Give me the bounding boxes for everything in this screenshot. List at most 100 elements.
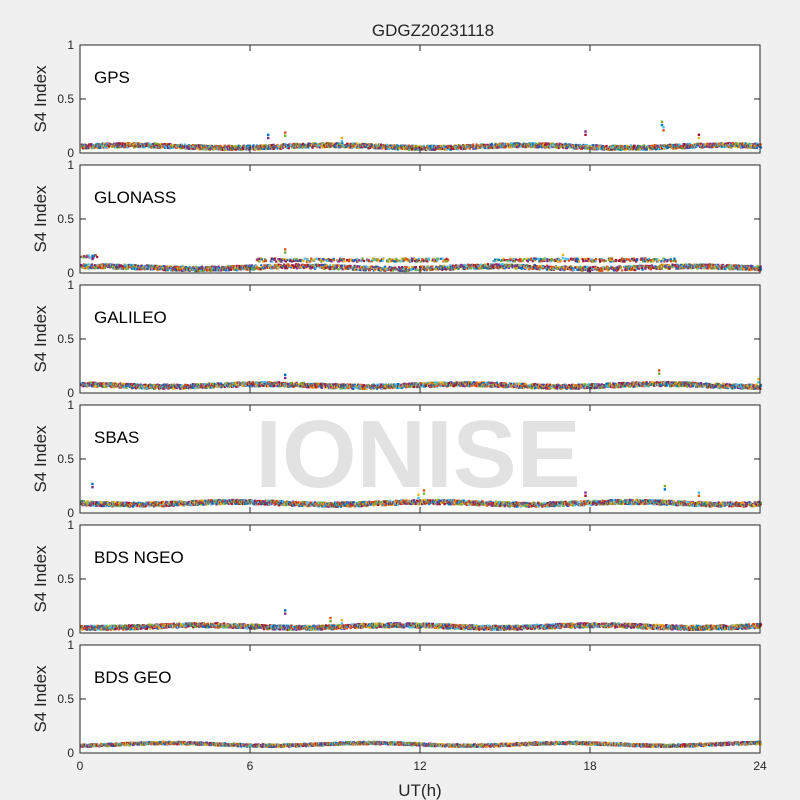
data-point	[178, 146, 181, 150]
data-point	[317, 143, 321, 146]
data-point	[622, 258, 625, 261]
data-point	[584, 265, 587, 268]
data-point	[382, 147, 385, 150]
data-point	[92, 256, 95, 259]
data-point	[358, 146, 361, 149]
data-point	[689, 144, 692, 147]
data-point	[497, 258, 501, 261]
data-point	[485, 143, 488, 146]
data-point	[361, 146, 364, 149]
data-point	[150, 145, 153, 149]
data-point	[132, 142, 135, 145]
data-point	[591, 148, 594, 151]
data-point	[129, 142, 132, 145]
data-point	[178, 143, 181, 147]
data-point	[510, 146, 513, 149]
data-point	[365, 146, 368, 149]
data-point	[654, 265, 657, 268]
data-point	[223, 144, 226, 147]
data-point	[83, 145, 86, 148]
data-point	[540, 146, 543, 149]
data-point	[322, 258, 325, 261]
data-point	[277, 144, 280, 147]
data-point	[467, 146, 470, 149]
data-point	[98, 146, 101, 149]
data-point	[352, 142, 355, 145]
data-point	[244, 145, 247, 148]
data-point	[441, 257, 444, 260]
data-point	[592, 144, 595, 147]
data-point	[466, 143, 469, 147]
data-point	[264, 144, 267, 147]
data-point	[136, 267, 139, 270]
data-point	[595, 258, 598, 261]
data-point	[623, 259, 626, 263]
data-point	[338, 146, 341, 149]
data-point	[118, 264, 121, 267]
data-point	[184, 147, 188, 150]
data-point	[550, 265, 553, 268]
y-tick-label: 0.5	[57, 92, 74, 106]
data-point	[391, 147, 394, 150]
spike-point	[284, 131, 287, 134]
data-point	[354, 144, 357, 147]
data-point	[483, 144, 486, 147]
data-point	[341, 142, 344, 145]
data-point	[216, 148, 219, 151]
data-point	[367, 144, 370, 147]
data-point	[90, 143, 93, 146]
data-point	[582, 260, 585, 263]
data-point	[499, 145, 502, 148]
data-points	[80, 248, 763, 273]
data-point	[88, 266, 92, 269]
data-point	[271, 147, 274, 150]
data-point	[386, 260, 390, 263]
data-point	[487, 263, 490, 266]
data-point	[407, 266, 411, 270]
data-point	[598, 145, 601, 149]
data-point	[183, 146, 186, 149]
data-point	[239, 145, 242, 148]
data-point	[478, 143, 482, 147]
data-point	[368, 146, 371, 149]
data-point	[93, 264, 96, 267]
data-point	[295, 142, 298, 145]
data-point	[641, 268, 644, 271]
data-point	[473, 147, 476, 150]
data-point	[305, 265, 308, 268]
data-point	[124, 146, 127, 149]
data-point	[131, 267, 134, 270]
data-point	[367, 147, 370, 150]
data-point	[264, 259, 267, 262]
data-point	[615, 259, 618, 263]
data-point	[621, 269, 624, 272]
data-point	[395, 146, 398, 149]
data-point	[272, 143, 275, 146]
data-point	[546, 258, 549, 261]
data-point	[393, 144, 396, 147]
data-point	[309, 260, 312, 263]
data-point	[126, 146, 129, 149]
data-point	[621, 145, 624, 148]
data-point	[84, 267, 87, 270]
data-point	[200, 144, 203, 147]
data-point	[378, 144, 381, 147]
data-point	[550, 144, 553, 148]
data-point	[470, 267, 473, 270]
data-point	[399, 260, 402, 263]
spike-point	[662, 129, 665, 132]
data-point	[361, 142, 364, 145]
spike-point	[284, 134, 287, 137]
data-point	[693, 146, 696, 149]
data-point	[687, 142, 690, 145]
data-point	[132, 144, 135, 147]
plot-area	[80, 165, 760, 273]
data-point	[658, 146, 661, 149]
data-point	[320, 260, 323, 263]
data-point	[486, 143, 489, 146]
data-point	[236, 145, 239, 148]
data-point	[337, 260, 340, 263]
data-point	[578, 260, 581, 263]
data-point	[510, 257, 513, 260]
data-point	[721, 145, 724, 148]
